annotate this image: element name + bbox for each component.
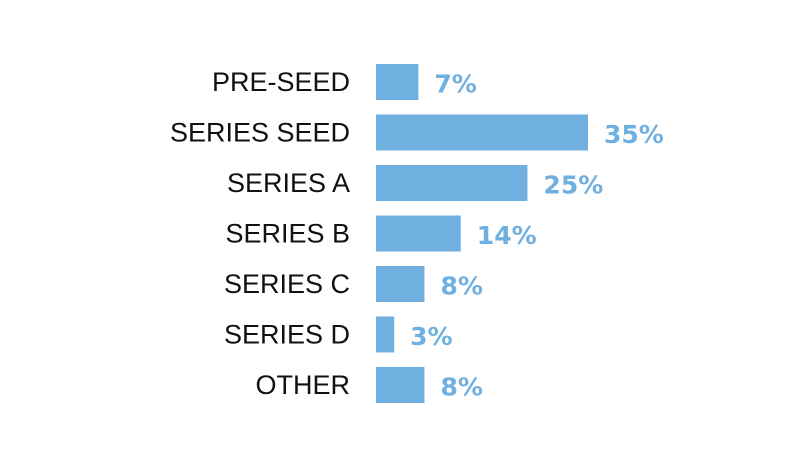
bar-row: SERIES A 25% bbox=[227, 165, 603, 201]
value-label: 35% bbox=[604, 120, 664, 149]
bar-row: SERIES D 3% bbox=[224, 316, 453, 353]
value-label: 25% bbox=[543, 171, 603, 200]
category-label: SERIES D bbox=[224, 320, 350, 350]
value-label: 8% bbox=[440, 373, 482, 402]
bar-row: OTHER 8% bbox=[256, 367, 483, 403]
bar-row: SERIES SEED 35% bbox=[170, 114, 664, 151]
bar bbox=[376, 316, 395, 353]
bar-row: PRE-SEED 7% bbox=[212, 64, 477, 100]
bars-layer: PRE-SEED 7%SERIES SEED 35%SERIES A 25%SERIE… bbox=[170, 64, 664, 403]
value-label: 14% bbox=[477, 221, 537, 250]
bar bbox=[376, 64, 419, 100]
bar bbox=[376, 266, 425, 302]
category-label: SERIES A bbox=[227, 168, 350, 198]
value-label: 3% bbox=[410, 322, 452, 351]
category-label: PRE-SEED bbox=[212, 67, 350, 97]
bar bbox=[376, 114, 588, 151]
bar bbox=[376, 215, 461, 252]
category-label: SERIES C bbox=[224, 269, 350, 299]
bar bbox=[376, 367, 425, 403]
value-label: 7% bbox=[434, 70, 476, 99]
bar-row: SERIES C 8% bbox=[224, 266, 483, 302]
value-label: 8% bbox=[440, 272, 482, 301]
bar-row: SERIES B 14% bbox=[225, 215, 537, 252]
category-label: SERIES B bbox=[225, 219, 350, 249]
bar bbox=[376, 165, 528, 201]
category-label: OTHER bbox=[256, 370, 351, 400]
category-label: SERIES SEED bbox=[170, 118, 350, 148]
